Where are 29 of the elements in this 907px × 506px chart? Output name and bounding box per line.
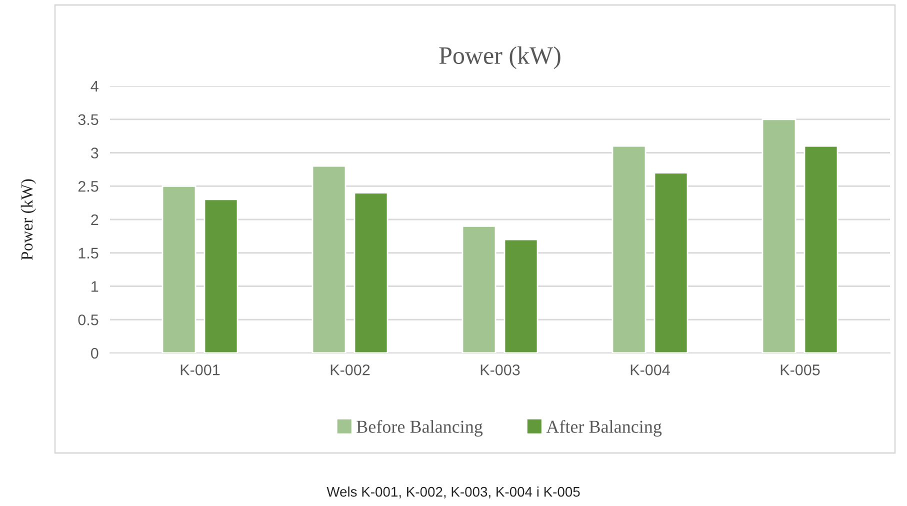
- bar: [204, 198, 238, 353]
- bar: [312, 165, 346, 353]
- x-tick-label: K-004: [630, 364, 670, 376]
- y-tick-label: 1.5: [78, 248, 98, 259]
- y-tick-label: 0: [90, 348, 98, 359]
- bar: [504, 238, 538, 353]
- chart-title: Power (kW): [439, 46, 560, 70]
- bar: [804, 145, 838, 353]
- y-tick-label: 4: [90, 81, 98, 92]
- legend-label: After Balancing: [546, 420, 662, 437]
- y-tick-label: 2: [91, 214, 98, 226]
- bar: [462, 225, 496, 353]
- y-tick-label: 3: [90, 148, 98, 158]
- x-tick-label: K-002: [330, 364, 370, 376]
- bar: [654, 172, 688, 353]
- x-tick-label: K-005: [780, 364, 820, 376]
- x-tick-label: K-003: [480, 364, 520, 376]
- y-tick-label: 2.5: [78, 180, 98, 192]
- y-tick-label: 1: [92, 281, 98, 292]
- x-tick-label: K-001: [180, 364, 220, 376]
- bar: [354, 192, 388, 353]
- y-tick-label: 3.5: [78, 114, 98, 126]
- bar: [762, 118, 796, 353]
- y-axis-title: Power (kW): [20, 179, 36, 260]
- bar: [612, 145, 646, 353]
- y-tick-label: 0.5: [78, 314, 98, 326]
- bar: [162, 185, 196, 353]
- text: Wels K-001, K-002, K-003, K-004 i K-005: [326, 486, 580, 498]
- legend-label: Before Balancing: [356, 420, 483, 437]
